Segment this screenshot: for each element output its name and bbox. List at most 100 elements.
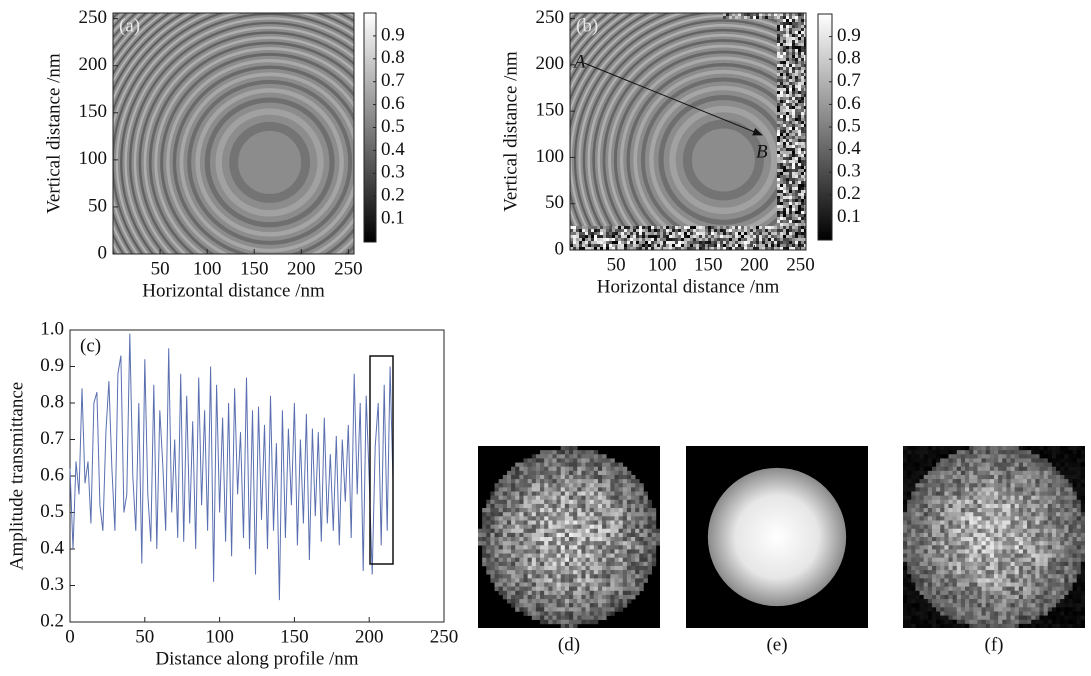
pixel <box>515 463 519 467</box>
pixel <box>594 574 598 578</box>
noise <box>627 232 630 235</box>
noise <box>735 229 738 232</box>
pixel <box>1006 492 1010 496</box>
pixel <box>990 520 994 524</box>
pixel <box>606 463 610 467</box>
pixel <box>965 570 969 574</box>
pixel <box>977 479 981 483</box>
noise <box>708 241 711 244</box>
noise <box>645 229 648 232</box>
pixel <box>499 525 503 529</box>
pixel <box>635 545 639 549</box>
noise <box>795 154 798 157</box>
pixel <box>1002 512 1006 516</box>
pixel <box>903 496 907 500</box>
noise <box>726 238 729 241</box>
noise <box>801 85 804 88</box>
pixel <box>928 454 932 458</box>
noise <box>786 229 789 232</box>
noise <box>798 217 801 220</box>
pixel <box>524 467 528 471</box>
pixel <box>536 562 540 566</box>
pixel <box>915 483 919 487</box>
pixel <box>924 512 928 516</box>
noise <box>786 187 789 190</box>
pixel <box>907 599 911 603</box>
pixel <box>643 504 647 508</box>
noise <box>798 175 801 178</box>
pixel <box>610 520 614 524</box>
pixel <box>610 554 614 558</box>
noise <box>780 154 783 157</box>
pixel <box>507 500 511 504</box>
noise <box>798 142 801 145</box>
pixel <box>1060 450 1064 454</box>
pixel <box>944 446 948 450</box>
pixel <box>515 537 519 541</box>
noise <box>780 223 783 226</box>
noise <box>783 133 786 136</box>
noise <box>792 211 795 214</box>
pixel <box>557 562 561 566</box>
pixel <box>969 587 973 591</box>
pixel <box>528 533 532 537</box>
pixel <box>573 467 577 471</box>
y-axis-label: Vertical distance /nm <box>500 51 521 212</box>
pixel <box>519 566 523 570</box>
pixel <box>495 500 499 504</box>
pixel <box>932 520 936 524</box>
pixel <box>610 591 614 595</box>
pixel <box>598 574 602 578</box>
pixel <box>936 603 940 607</box>
noise <box>783 37 786 40</box>
pixel <box>552 467 556 471</box>
pixel <box>540 574 544 578</box>
pixel <box>994 595 998 599</box>
pixel <box>982 545 986 549</box>
pixel <box>544 516 548 520</box>
pixel <box>499 516 503 520</box>
pixel <box>581 607 585 611</box>
noise <box>786 100 789 103</box>
pixel <box>1035 599 1039 603</box>
noise <box>780 187 783 190</box>
pixel <box>1023 487 1027 491</box>
noise <box>750 241 753 244</box>
noise <box>600 226 603 229</box>
pixel <box>1015 471 1019 475</box>
pixel <box>557 583 561 587</box>
noise <box>672 226 675 229</box>
pixel <box>577 496 581 500</box>
pixel <box>1052 516 1056 520</box>
noise <box>780 112 783 115</box>
pixel <box>590 599 594 603</box>
pixel <box>503 479 507 483</box>
pixel <box>936 616 940 620</box>
pixel <box>569 595 573 599</box>
pixel <box>920 529 924 533</box>
pixel <box>953 591 957 595</box>
pixel <box>532 496 536 500</box>
pixel <box>936 529 940 533</box>
pixel <box>631 591 635 595</box>
noise <box>627 226 630 229</box>
pixel <box>1048 516 1052 520</box>
pixel <box>936 574 940 578</box>
noise <box>768 16 771 19</box>
pixel <box>594 533 598 537</box>
pixel <box>915 463 919 467</box>
pixel <box>581 562 585 566</box>
pixel <box>577 583 581 587</box>
noise <box>774 229 777 232</box>
pixel <box>961 496 965 500</box>
noise <box>738 238 741 241</box>
pixel <box>1031 541 1035 545</box>
pixel <box>544 541 548 545</box>
pixel <box>1027 446 1031 450</box>
pixel <box>478 541 482 545</box>
pixel <box>911 616 915 620</box>
pixel <box>544 558 548 562</box>
pixel <box>590 483 594 487</box>
pixel <box>594 525 598 529</box>
pixel <box>515 545 519 549</box>
